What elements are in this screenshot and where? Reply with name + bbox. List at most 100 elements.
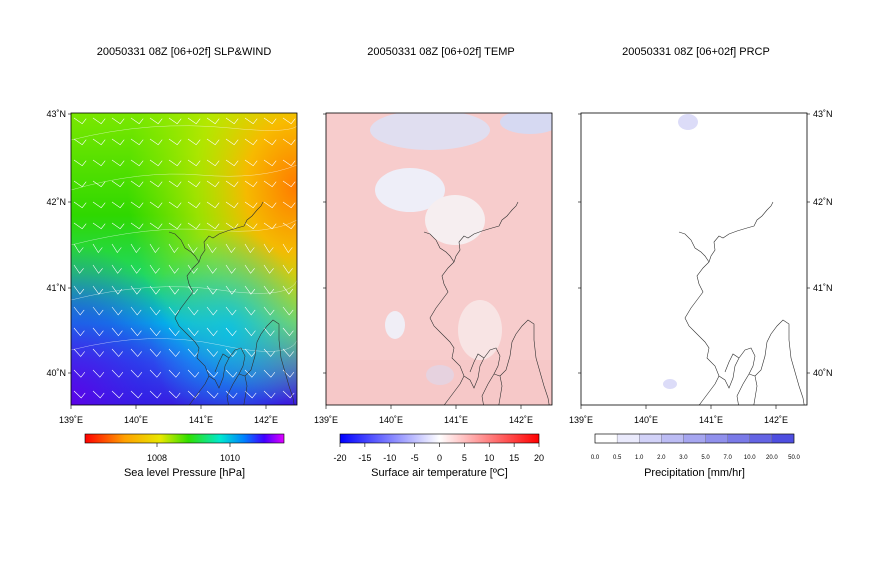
wind-barb: [92, 306, 104, 316]
wind-barb: [149, 180, 163, 188]
wind-barb: [149, 390, 162, 399]
slp-map: [71, 113, 297, 405]
wind-barb: [92, 180, 106, 188]
prcp-frame: [580, 112, 808, 406]
wind-barb: [206, 159, 220, 167]
lon-tick-label: 139˚E: [314, 415, 338, 425]
wind-barb: [130, 306, 142, 316]
wind-barb: [168, 348, 180, 357]
wind-barb: [206, 327, 218, 337]
wind-barb: [149, 306, 161, 316]
wind-barb: [206, 390, 219, 399]
wind-barb: [92, 348, 104, 357]
wind-barb: [168, 180, 182, 188]
temp-panel-title: 20050331 08Z [06+02f] TEMP: [367, 46, 515, 58]
wind-barb: [111, 180, 125, 188]
wind-barb: [244, 222, 258, 230]
wind-barb: [282, 180, 296, 188]
wind-barb: [168, 201, 182, 209]
wind-barb: [263, 222, 277, 230]
wind-barb: [149, 369, 162, 378]
wind-barb: [130, 369, 143, 378]
prcp-cb-tick-label: 3.0: [679, 455, 688, 461]
prcp-cb-tick-label: 5.0: [701, 455, 710, 461]
lat-tick-label: 41˚N: [46, 283, 66, 293]
wind-barb: [282, 285, 294, 295]
wind-barb: [187, 138, 201, 146]
wind-barb: [244, 348, 256, 357]
wind-barb: [92, 222, 106, 230]
slp-cb-tick-label: 1010: [220, 453, 240, 463]
wind-barb: [206, 180, 220, 188]
temp-frame: [325, 112, 553, 406]
wind-barb: [244, 264, 255, 274]
wind-barb: [244, 306, 256, 316]
wind-barb: [168, 159, 182, 167]
slp-colorbar: [84, 433, 285, 444]
wind-barb: [187, 327, 199, 337]
wind-barb: [149, 348, 161, 357]
temp-cb-tick-label: 15: [509, 453, 519, 463]
wind-barb: [149, 285, 161, 295]
prcp-cb-tick-label: 2.0: [657, 455, 666, 461]
lon-tick-label: 142˚E: [254, 415, 278, 425]
wind-barb: [282, 306, 294, 316]
wind-barb: [244, 201, 258, 209]
prcp-cb-tick-label: 20.0: [766, 455, 778, 461]
wind-barb: [244, 285, 256, 295]
wind-barb: [149, 222, 163, 230]
lat-tick-label: 42˚N: [46, 197, 66, 207]
wind-barb: [111, 327, 123, 337]
wind-barb: [263, 306, 275, 316]
prcp-cb-tick-label: 0.0: [591, 455, 600, 461]
lon-tick-label: 142˚E: [764, 415, 788, 425]
wind-barb: [282, 138, 296, 146]
wind-barb: [244, 243, 255, 254]
wind-barb: [282, 348, 294, 357]
wind-barb: [263, 348, 275, 357]
wind-barb: [130, 117, 144, 125]
wind-barb: [149, 138, 163, 146]
wind-barb: [130, 327, 142, 337]
wind-barb: [168, 285, 180, 295]
wind-barb: [73, 159, 87, 167]
wind-barb: [225, 285, 237, 295]
wind-barb: [225, 264, 236, 274]
wind-barb: [225, 138, 239, 146]
wind-barb: [73, 117, 87, 125]
wind-barb: [168, 306, 180, 316]
wind-barb: [263, 369, 276, 378]
slp-cb-tick-label: 1008: [147, 453, 167, 463]
wind-barb: [206, 306, 218, 316]
prcp-cb-tick-label: 1.0: [635, 455, 644, 461]
wind-barb: [92, 117, 106, 125]
wind-barb: [111, 264, 122, 274]
lat-tick-label: 41˚N: [813, 283, 833, 293]
wind-barb: [168, 117, 182, 125]
wind-barb: [206, 264, 217, 274]
wind-barb: [244, 117, 258, 125]
wind-barb: [111, 390, 124, 399]
wind-barb: [187, 390, 200, 399]
temp-cb-tick-label: -20: [333, 453, 346, 463]
wind-barb: [111, 117, 125, 125]
wind-barb: [206, 138, 220, 146]
wind-barb: [206, 285, 218, 295]
wind-barb: [73, 264, 84, 274]
wind-barb: [187, 264, 198, 274]
wind-barb: [149, 201, 163, 209]
lon-tick-label: 140˚E: [124, 415, 148, 425]
wind-barb: [206, 222, 220, 230]
prcp-map: [581, 113, 807, 405]
wind-barb: [73, 180, 87, 188]
wind-barb: [73, 306, 85, 316]
prcp-cb-tick-label: 0.5: [613, 455, 622, 461]
temp-cb-tick-label: -15: [358, 453, 371, 463]
wind-barb: [168, 327, 180, 337]
wind-barb: [263, 180, 277, 188]
prcp-cb-segment: [639, 433, 662, 444]
wind-barb: [263, 138, 277, 146]
wind-barb: [263, 201, 277, 209]
prcp-cb-tick-label: 50.0: [788, 455, 800, 461]
prcp-colorbar: [594, 433, 795, 444]
